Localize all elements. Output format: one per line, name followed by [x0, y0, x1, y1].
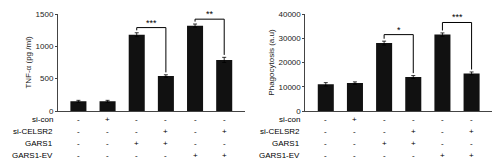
svg-text:***: *** — [146, 18, 157, 28]
svg-text:500: 500 — [40, 74, 54, 83]
svg-text:10000: 10000 — [279, 83, 302, 92]
svg-text:+: + — [382, 139, 387, 148]
svg-text:-: - — [441, 115, 444, 124]
svg-text:-: - — [324, 127, 327, 136]
svg-text:+: + — [134, 139, 139, 148]
svg-text:+: + — [163, 139, 168, 148]
svg-text:GARS1: GARS1 — [25, 139, 53, 148]
svg-text:0: 0 — [49, 107, 54, 116]
svg-text:-: - — [135, 115, 138, 124]
svg-text:+: + — [469, 151, 474, 160]
svg-text:+: + — [469, 127, 474, 136]
svg-text:-: - — [383, 127, 386, 136]
svg-text:+: + — [411, 139, 416, 148]
svg-text:-: - — [383, 151, 386, 160]
svg-text:-: - — [470, 115, 473, 124]
svg-text:+: + — [352, 115, 357, 124]
svg-text:si-con: si-con — [32, 115, 53, 124]
svg-text:1000: 1000 — [36, 42, 54, 51]
svg-text:-: - — [106, 127, 109, 136]
svg-text:0: 0 — [296, 107, 301, 116]
svg-text:+: + — [222, 127, 227, 136]
svg-text:*: * — [397, 25, 401, 35]
svg-text:-: - — [353, 127, 356, 136]
svg-text:si-CELSR2: si-CELSR2 — [13, 127, 53, 136]
svg-text:-: - — [470, 139, 473, 148]
svg-text:-: - — [441, 139, 444, 148]
svg-text:-: - — [194, 127, 197, 136]
svg-text:Phagocytosis (a.u): Phagocytosis (a.u) — [267, 29, 276, 96]
svg-text:-: - — [106, 139, 109, 148]
svg-text:-: - — [412, 115, 415, 124]
svg-text:+: + — [411, 127, 416, 136]
svg-text:+: + — [105, 115, 110, 124]
svg-text:***: *** — [452, 12, 463, 22]
svg-text:-: - — [223, 139, 226, 148]
svg-text:+: + — [440, 151, 445, 160]
svg-text:-: - — [194, 139, 197, 148]
svg-text:20000: 20000 — [279, 58, 302, 67]
svg-text:-: - — [194, 115, 197, 124]
svg-text:-: - — [77, 127, 80, 136]
svg-text:GARS1-EV: GARS1-EV — [12, 151, 53, 160]
svg-text:30000: 30000 — [279, 34, 302, 43]
svg-text:+: + — [163, 127, 168, 136]
svg-text:-: - — [324, 115, 327, 124]
svg-text:-: - — [412, 151, 415, 160]
svg-text:-: - — [135, 127, 138, 136]
svg-text:-: - — [164, 115, 167, 124]
svg-text:si-CELSR2: si-CELSR2 — [260, 127, 300, 136]
svg-text:TNF-α (pg /ml): TNF-α (pg /ml) — [24, 36, 33, 89]
svg-text:40000: 40000 — [279, 10, 302, 19]
svg-text:+: + — [222, 151, 227, 160]
svg-text:-: - — [77, 139, 80, 148]
svg-text:1500: 1500 — [36, 10, 54, 19]
svg-text:+: + — [193, 151, 198, 160]
svg-text:-: - — [324, 151, 327, 160]
svg-text:-: - — [77, 115, 80, 124]
svg-text:GARS1: GARS1 — [272, 139, 300, 148]
svg-text:-: - — [77, 151, 80, 160]
svg-text:-: - — [353, 139, 356, 148]
svg-text:GARS1-EV: GARS1-EV — [259, 151, 300, 160]
svg-text:si-con: si-con — [279, 115, 300, 124]
svg-text:-: - — [324, 139, 327, 148]
svg-text:-: - — [135, 151, 138, 160]
svg-text:-: - — [106, 151, 109, 160]
svg-text:-: - — [353, 151, 356, 160]
svg-text:**: ** — [206, 9, 214, 19]
svg-text:-: - — [383, 115, 386, 124]
svg-text:-: - — [223, 115, 226, 124]
svg-text:-: - — [164, 151, 167, 160]
svg-text:-: - — [441, 127, 444, 136]
